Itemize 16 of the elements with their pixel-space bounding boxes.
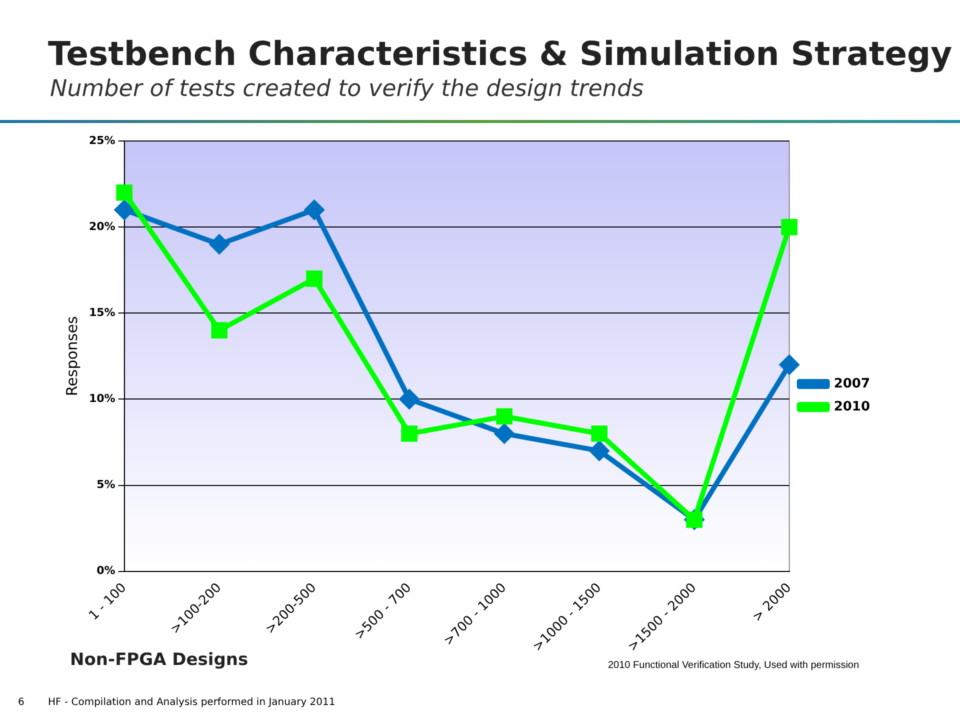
y-tick-label: 10% xyxy=(88,392,116,406)
chart-subtitle: Number of tests created to verify the design trends xyxy=(50,76,644,102)
y-tick-label: 25% xyxy=(88,134,116,147)
chart-title: Testbench Characteristics & Simulation Strategy xyxy=(48,34,952,73)
text: 2010 Functional Verification Study, Used with permission xyxy=(608,660,860,671)
y-axis-title: Responses xyxy=(62,316,81,396)
text: Non-FPGA Designs xyxy=(70,650,248,670)
legend-label: 2007 xyxy=(834,376,870,392)
x-tick-label: 1 - 100 xyxy=(86,580,130,624)
y-tick-label: 20% xyxy=(88,220,116,233)
y-tick-label: 5% xyxy=(96,478,116,492)
y-tick-label: 0% xyxy=(96,564,116,578)
legend-label: 2010 xyxy=(834,399,870,414)
y-tick-label: 15% xyxy=(88,306,116,319)
text: HF - Compilation and Analysis performed in January 2011 xyxy=(48,697,336,708)
text: 6 xyxy=(18,697,24,708)
